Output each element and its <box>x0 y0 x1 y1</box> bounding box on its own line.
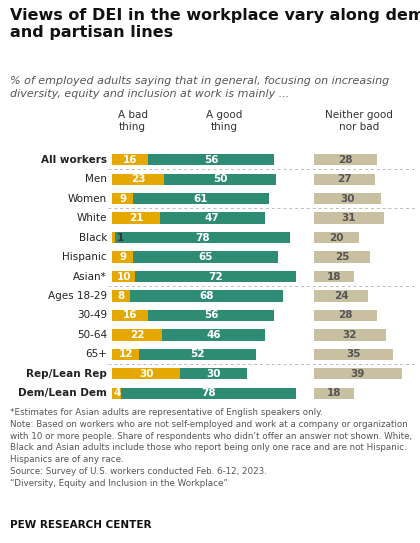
Bar <box>314 271 354 282</box>
Bar <box>148 310 274 321</box>
Bar <box>160 212 265 224</box>
Text: 68: 68 <box>200 291 214 301</box>
Bar <box>314 329 386 340</box>
Bar <box>113 291 130 301</box>
Bar <box>314 251 370 263</box>
Text: 27: 27 <box>337 174 352 184</box>
Bar <box>162 329 265 340</box>
Text: 23: 23 <box>131 174 145 184</box>
Text: Asian*: Asian* <box>73 272 107 281</box>
Bar <box>314 193 381 204</box>
Bar <box>133 251 278 263</box>
Text: Women: Women <box>68 194 107 204</box>
Bar <box>314 388 354 399</box>
Text: Hispanic: Hispanic <box>62 252 107 262</box>
Bar <box>113 174 164 185</box>
Text: 50: 50 <box>213 174 227 184</box>
Text: 21: 21 <box>129 213 143 223</box>
Bar <box>113 329 162 340</box>
Text: 9: 9 <box>119 194 126 204</box>
Bar <box>113 368 180 380</box>
Bar <box>113 212 160 224</box>
Text: 78: 78 <box>202 388 216 399</box>
Text: 72: 72 <box>208 272 223 281</box>
Bar <box>314 232 359 243</box>
Bar <box>148 154 274 165</box>
Text: 8: 8 <box>118 291 125 301</box>
Text: 12: 12 <box>119 349 133 359</box>
Text: 22: 22 <box>130 330 144 340</box>
Bar <box>314 174 375 185</box>
Text: 32: 32 <box>343 330 357 340</box>
Text: 10: 10 <box>116 272 131 281</box>
Text: 47: 47 <box>205 213 220 223</box>
Bar <box>113 251 133 263</box>
Text: Men: Men <box>85 174 107 184</box>
Bar <box>314 349 393 360</box>
Text: 50-64: 50-64 <box>77 330 107 340</box>
Bar <box>113 310 148 321</box>
Text: 24: 24 <box>334 291 348 301</box>
Text: A good
thing: A good thing <box>206 110 243 132</box>
Text: Rep/Lean Rep: Rep/Lean Rep <box>26 369 107 379</box>
Text: Neither good
nor bad: Neither good nor bad <box>325 110 393 132</box>
Text: 35: 35 <box>346 349 361 359</box>
Text: 30: 30 <box>139 369 153 379</box>
Text: 20: 20 <box>329 232 344 243</box>
Text: *Estimates for Asian adults are representative of English speakers only.
Note: B: *Estimates for Asian adults are represen… <box>10 408 412 488</box>
Text: All workers: All workers <box>41 155 107 165</box>
Bar <box>121 388 296 399</box>
Bar <box>164 174 276 185</box>
Text: 56: 56 <box>204 155 218 165</box>
Bar <box>113 154 148 165</box>
Text: 30: 30 <box>341 194 355 204</box>
Text: 39: 39 <box>351 369 365 379</box>
Bar <box>115 232 289 243</box>
Text: 28: 28 <box>338 311 353 320</box>
Bar <box>314 368 402 380</box>
Text: 18: 18 <box>327 388 341 399</box>
Bar <box>314 310 377 321</box>
Text: 16: 16 <box>123 155 138 165</box>
Bar <box>113 388 121 399</box>
Text: 9: 9 <box>119 252 126 262</box>
Bar <box>314 212 383 224</box>
Text: 61: 61 <box>194 194 208 204</box>
Text: 30: 30 <box>206 369 220 379</box>
Text: 1: 1 <box>116 232 124 243</box>
Text: 52: 52 <box>190 349 205 359</box>
Bar <box>113 232 115 243</box>
Bar <box>314 291 368 301</box>
Text: Black: Black <box>79 232 107 243</box>
Text: 78: 78 <box>195 232 210 243</box>
Text: White: White <box>76 213 107 223</box>
Text: 18: 18 <box>327 272 341 281</box>
Text: % of employed adults saying that in general, focusing on increasing
diversity, e: % of employed adults saying that in gene… <box>10 76 390 99</box>
Text: 65+: 65+ <box>85 349 107 359</box>
Bar <box>314 154 377 165</box>
Text: A bad
thing: A bad thing <box>118 110 148 132</box>
Text: 56: 56 <box>204 311 218 320</box>
Bar <box>113 193 133 204</box>
Text: Ages 18-29: Ages 18-29 <box>48 291 107 301</box>
Bar <box>133 193 269 204</box>
Text: 46: 46 <box>206 330 220 340</box>
Bar <box>139 349 256 360</box>
Text: 28: 28 <box>338 155 353 165</box>
Text: 65: 65 <box>198 252 213 262</box>
Text: Dem/Lean Dem: Dem/Lean Dem <box>18 388 107 399</box>
Bar <box>130 291 283 301</box>
Bar <box>113 349 139 360</box>
Text: PEW RESEARCH CENTER: PEW RESEARCH CENTER <box>10 520 152 530</box>
Text: 25: 25 <box>335 252 349 262</box>
Text: Views of DEI in the workplace vary along demographic
and partisan lines: Views of DEI in the workplace vary along… <box>10 8 420 40</box>
Text: 4: 4 <box>113 388 121 399</box>
Bar <box>135 271 296 282</box>
Bar <box>113 271 135 282</box>
Bar <box>180 368 247 380</box>
Text: 31: 31 <box>341 213 356 223</box>
Text: 30-49: 30-49 <box>77 311 107 320</box>
Text: 16: 16 <box>123 311 138 320</box>
